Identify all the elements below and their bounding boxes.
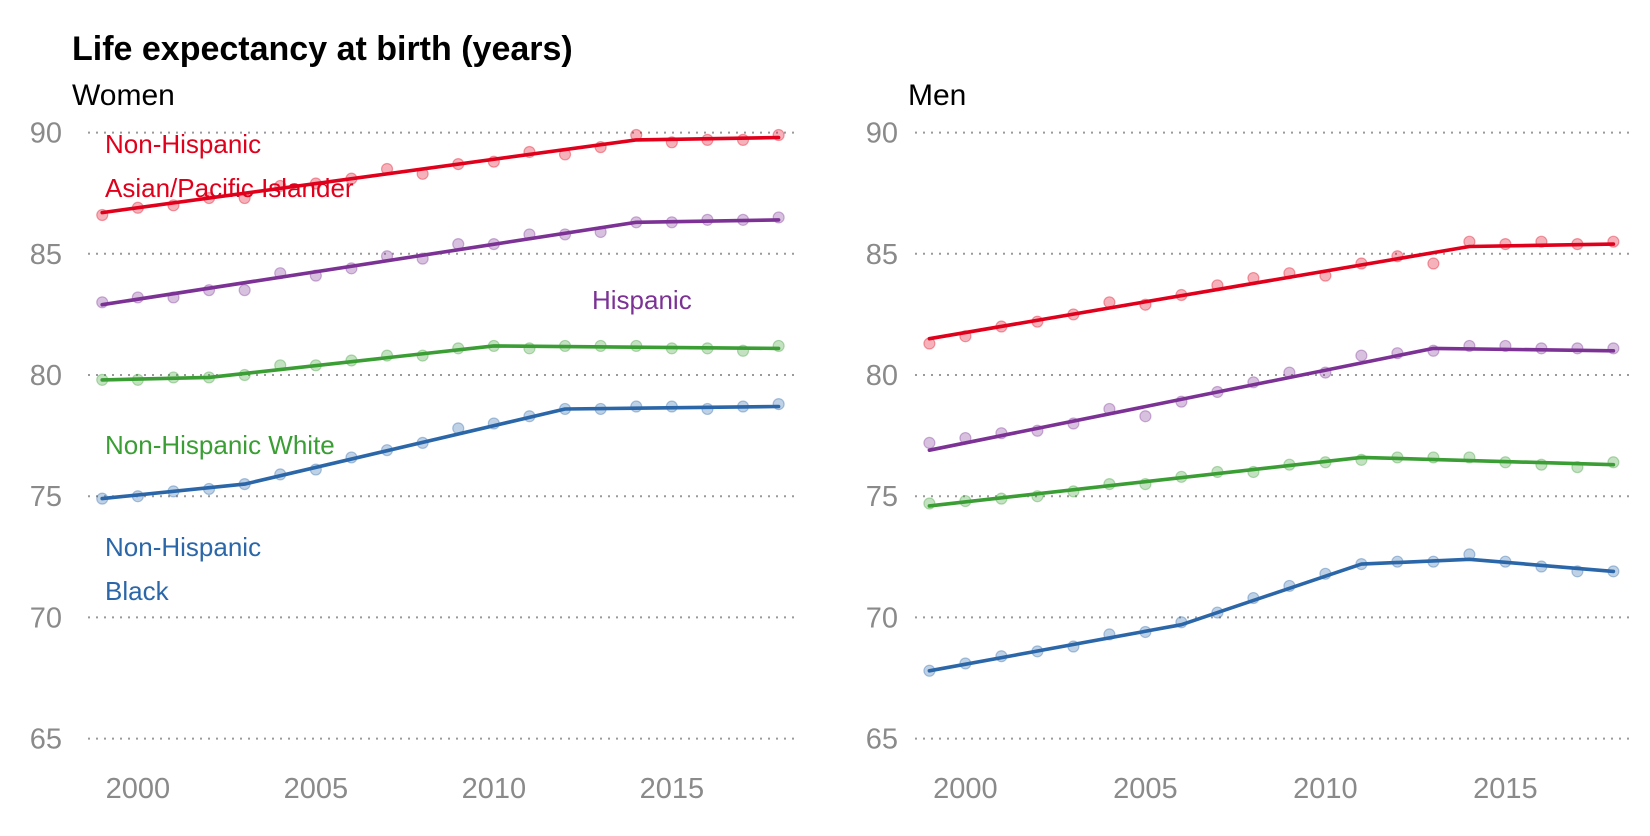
data-point-women-hispanic-2003 [238, 284, 251, 297]
series-label-women-non-hispanic-asian-pacific-islander-line-1: Non-Hispanic [105, 129, 261, 159]
series-men-non-hispanic-black [923, 548, 1620, 677]
y-tick-label-men-90: 90 [866, 118, 898, 150]
series-men-non-hispanic-asian-pacific-islander [923, 235, 1620, 350]
x-tick-label-men-2005: 2005 [1113, 773, 1178, 805]
series-men-non-hispanic-white [923, 451, 1620, 510]
y-tick-label-men-75: 75 [866, 481, 898, 513]
panel-title-women: Women [72, 79, 175, 112]
x-tick-label-women-2015: 2015 [640, 773, 705, 805]
series-label-women-non-hispanic-black-line-1: Non-Hispanic [105, 532, 261, 562]
x-tick-label-women-2000: 2000 [106, 773, 171, 805]
y-tick-label-women-85: 85 [30, 239, 62, 271]
x-tick-label-women-2005: 2005 [284, 773, 349, 805]
y-tick-label-women-65: 65 [30, 724, 62, 756]
trend-line-women-hispanic [100, 218, 781, 307]
y-tick-label-men-80: 80 [866, 360, 898, 392]
data-point-men-hispanic-2011 [1355, 349, 1368, 362]
x-tick-label-men-2000: 2000 [933, 773, 998, 805]
series-label-women-non-hispanic-asian-pacific-islander-line-2: Asian/Pacific Islander [105, 173, 354, 203]
trend-line-women-non-hispanic-white [100, 344, 781, 382]
data-point-men-hispanic-2005 [1139, 410, 1152, 423]
x-tick-label-men-2015: 2015 [1473, 773, 1538, 805]
series-label-women-hispanic-line-1: Hispanic [592, 285, 692, 315]
trend-line-women-non-hispanic-black [100, 404, 781, 501]
data-point-men-hispanic-1999 [923, 436, 936, 449]
y-tick-label-women-75: 75 [30, 481, 62, 513]
series-women-non-hispanic-asian-pacific-islander [96, 128, 785, 222]
trend-line-men-hispanic [927, 346, 1616, 452]
y-tick-label-women-80: 80 [30, 360, 62, 392]
series-men-hispanic [923, 339, 1620, 452]
x-tick-label-women-2010: 2010 [462, 773, 527, 805]
y-tick-label-men-65: 65 [866, 724, 898, 756]
chart-panels: Women 65 70 75 80 85 90 2000 2005 2010 2015 Non-His… [30, 79, 1635, 805]
series-label-women-non-hispanic-black-line-2: Black [105, 576, 170, 606]
trend-line-men-non-hispanic-white [927, 455, 1616, 508]
y-tick-label-men-70: 70 [866, 602, 898, 634]
y-tick-label-women-70: 70 [30, 602, 62, 634]
data-point-men-non-hispanic-asian-pacific-islander-2013 [1427, 257, 1440, 270]
series-women-non-hispanic-white [96, 339, 785, 386]
trend-line-men-non-hispanic-black [927, 557, 1616, 673]
x-tick-label-men-2010: 2010 [1293, 773, 1358, 805]
chart-title: Life expectancy at birth (years) [72, 30, 573, 68]
trend-line-men-non-hispanic-asian-pacific-islander [927, 242, 1616, 341]
y-tick-label-men-85: 85 [866, 239, 898, 271]
y-tick-label-women-90: 90 [30, 118, 62, 150]
series-women-hispanic [96, 211, 785, 309]
panel-title-men: Men [908, 79, 966, 112]
data-point-men-hispanic-2017 [1571, 342, 1584, 355]
series-women-non-hispanic-black [96, 398, 785, 505]
panel-women: Women 65 70 75 80 85 90 2000 2005 2010 2015 Non-His… [30, 79, 800, 805]
series-label-women-non-hispanic-white-line-1: Non-Hispanic White [105, 430, 335, 460]
panel-men: Men 65 70 75 80 85 90 2000 2005 2010 2015 [866, 79, 1635, 805]
trend-line-women-non-hispanic-asian-pacific-islander [100, 135, 781, 215]
